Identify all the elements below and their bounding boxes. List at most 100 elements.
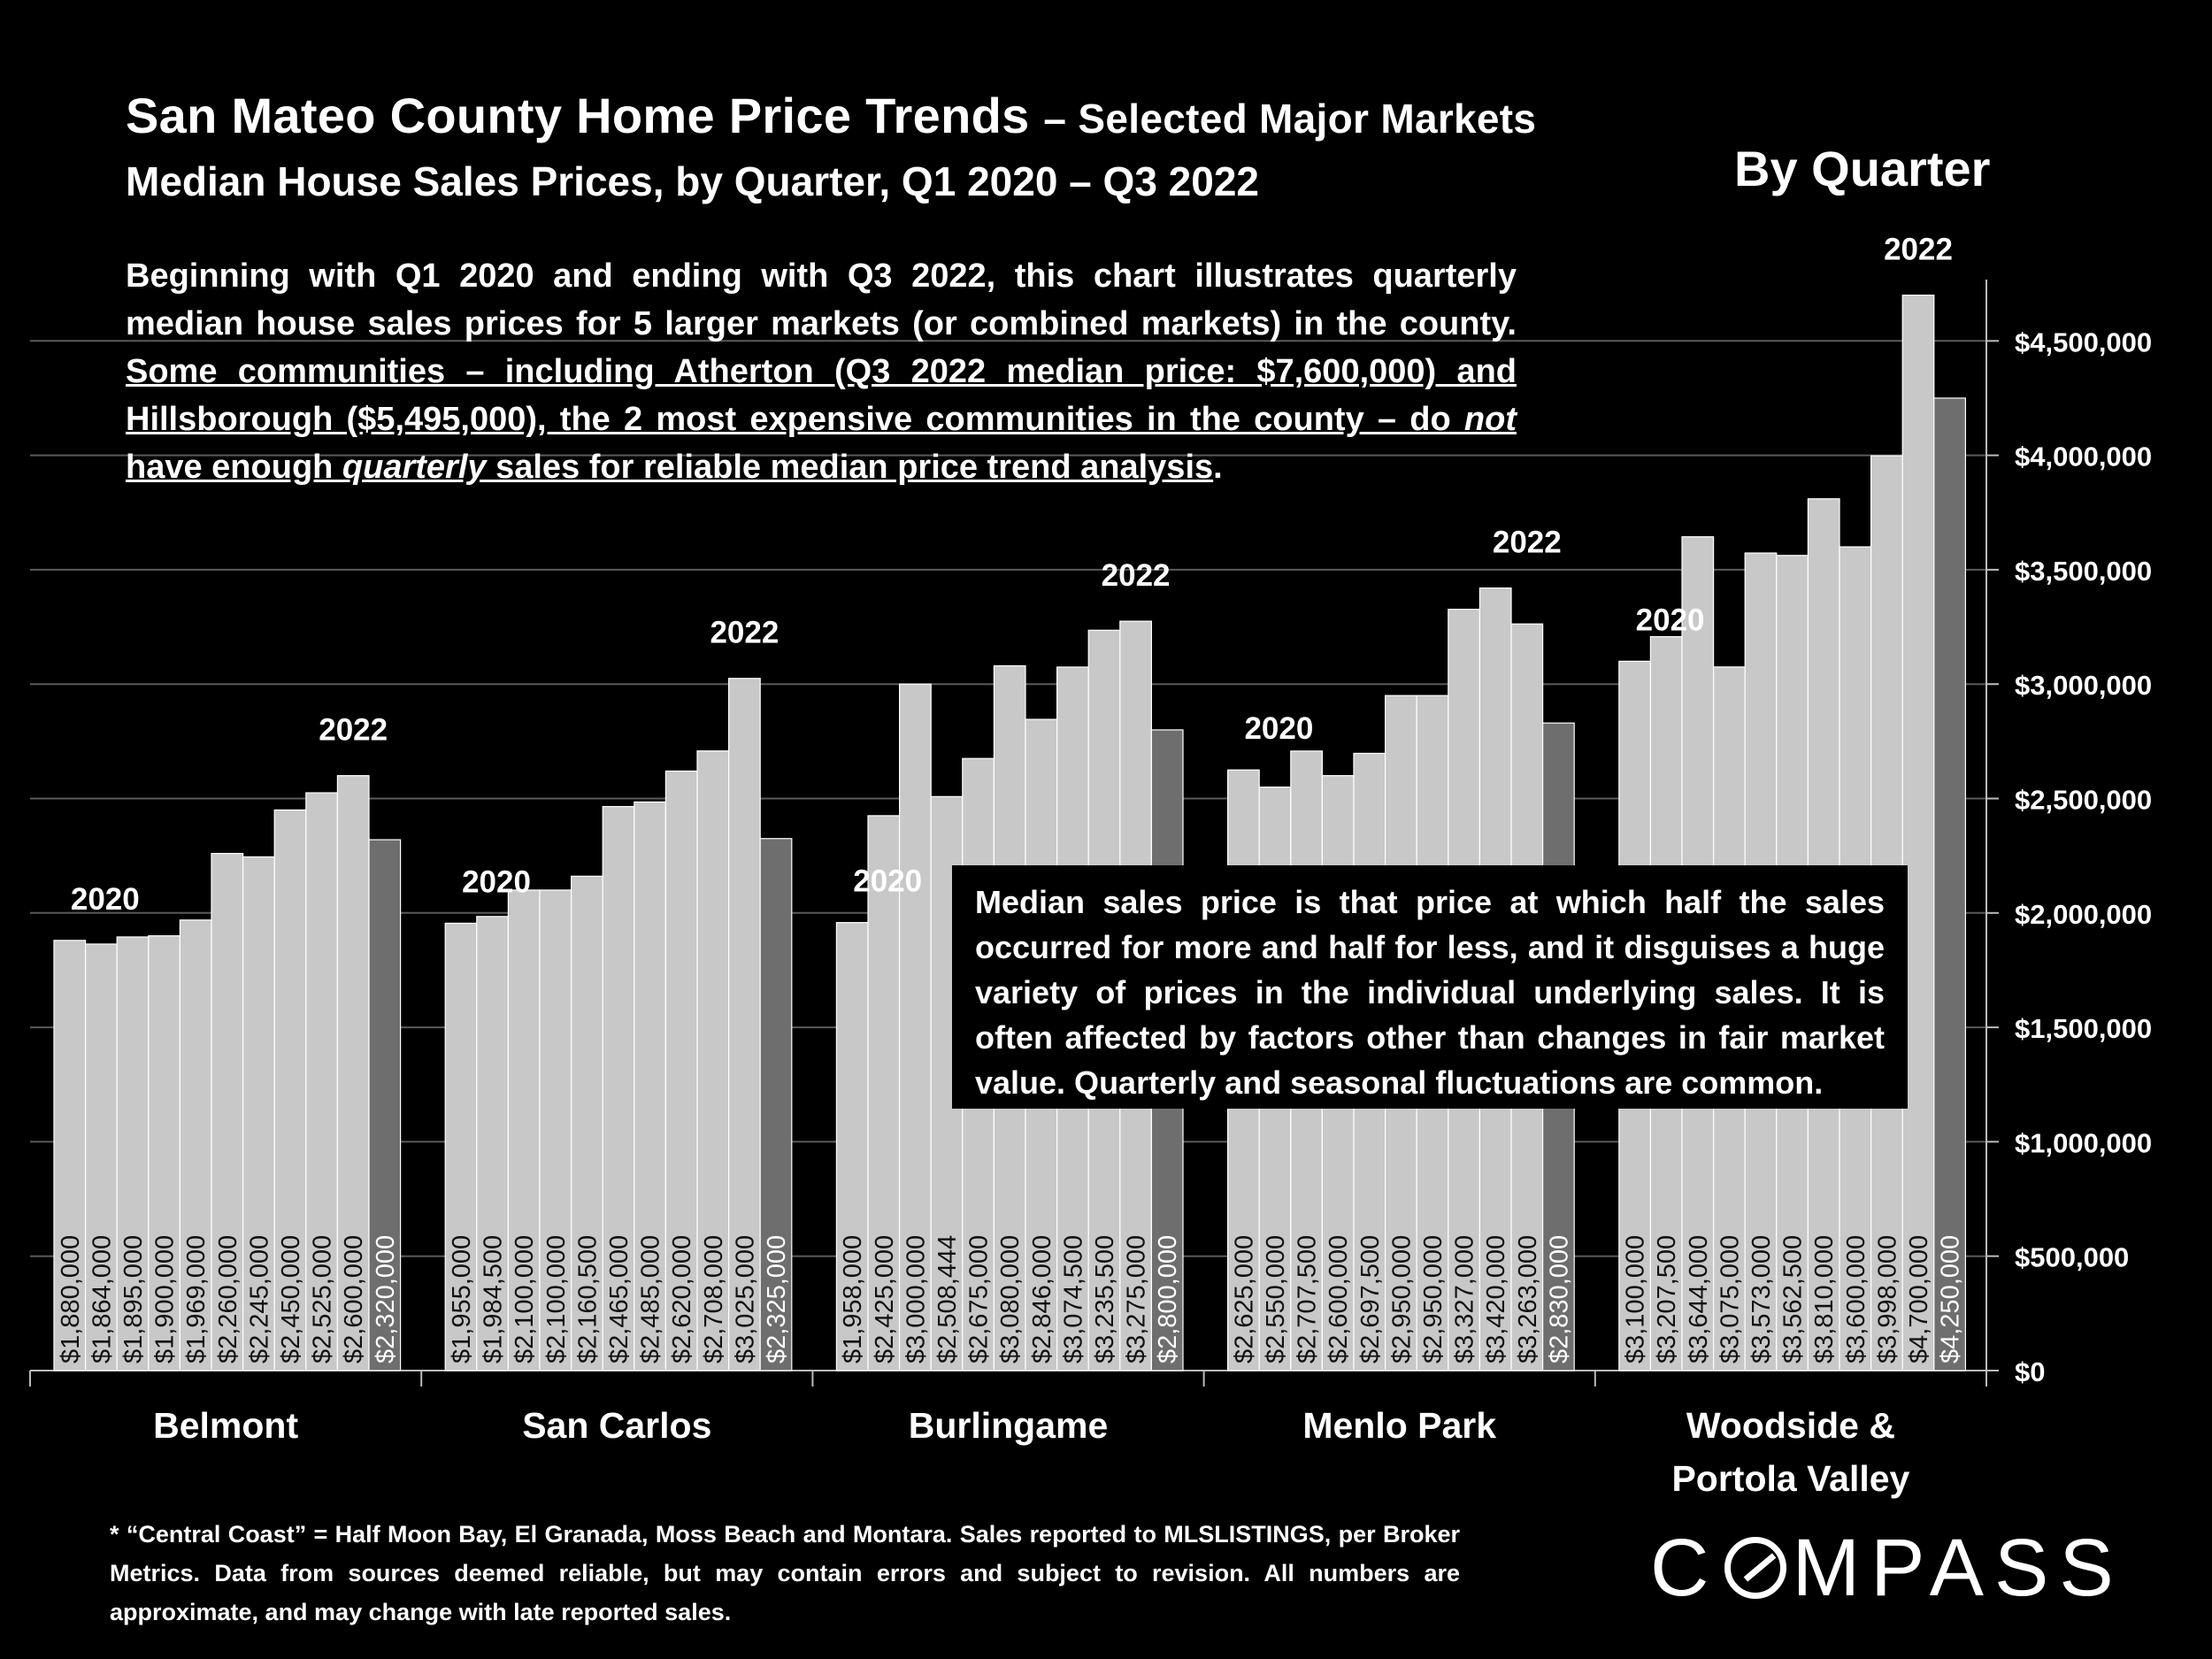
bar-value-label: $2,260,000 — [214, 1235, 242, 1363]
bar — [336, 775, 370, 1371]
bar — [507, 889, 541, 1371]
by-quarter-label: By Quarter — [1734, 141, 1991, 196]
y-tick-label: $0 — [2015, 1356, 2045, 1387]
bar-value-label: $3,420,000 — [1482, 1235, 1510, 1363]
bar-value-label: $3,263,000 — [1514, 1235, 1542, 1363]
bar-value-label: $2,600,000 — [340, 1235, 368, 1363]
bar-value-label: $1,895,000 — [119, 1235, 148, 1363]
bar-value-label: $2,600,000 — [1325, 1235, 1353, 1363]
bar — [696, 750, 730, 1371]
bar-value-label: $2,325,000 — [763, 1235, 791, 1363]
bar-value-label: $2,450,000 — [277, 1235, 305, 1363]
bar-value-label: $2,425,000 — [871, 1235, 899, 1363]
bar-value-label: $3,075,000 — [1716, 1235, 1744, 1363]
intro-part2: Some communities – including Atherton (Q… — [126, 353, 1517, 438]
bar-value-label: $2,625,000 — [1230, 1235, 1258, 1363]
y-tick-label: $3,000,000 — [2015, 670, 2152, 701]
bar-value-label: $4,250,000 — [1937, 1235, 1965, 1363]
bar-value-label: $2,485,000 — [637, 1235, 665, 1363]
bar-value-label: $1,880,000 — [57, 1235, 85, 1363]
bar-value-label: $3,000,000 — [902, 1235, 930, 1363]
bar — [368, 839, 402, 1371]
year-2020-label: 2020 — [71, 882, 140, 917]
bar-value-label: $2,100,000 — [511, 1235, 539, 1363]
bar — [273, 809, 307, 1371]
bar — [1933, 397, 1967, 1371]
bar-value-label: $2,550,000 — [1262, 1235, 1290, 1363]
bar — [242, 856, 275, 1371]
bar — [444, 922, 478, 1371]
bar-value-label: $2,800,000 — [1154, 1235, 1182, 1363]
compass-logo: C MPASS — [1650, 1522, 2124, 1615]
bar-value-label: $2,245,000 — [245, 1235, 273, 1363]
y-tick-label: $2,000,000 — [2015, 899, 2152, 930]
category-label: Woodside & — [1686, 1405, 1895, 1446]
category-label: Portola Valley — [1671, 1458, 1909, 1499]
bar-value-label: $3,074,500 — [1059, 1235, 1087, 1363]
y-tick-label: $4,000,000 — [2015, 442, 2152, 472]
bar — [305, 792, 338, 1371]
year-2020-label: 2020 — [853, 864, 922, 899]
compass-o-icon — [1724, 1537, 1787, 1599]
intro-not: not — [1463, 401, 1517, 438]
bar-value-label: $2,100,000 — [542, 1235, 571, 1363]
bar-value-label: $3,644,000 — [1685, 1235, 1713, 1363]
y-tick-label: $1,500,000 — [2015, 1013, 2152, 1044]
bar-value-label: $2,465,000 — [605, 1235, 634, 1363]
y-tick-label: $3,500,000 — [2015, 556, 2152, 587]
intro-text: Beginning with Q1 2020 and ending with Q… — [126, 252, 1517, 491]
bar — [835, 922, 869, 1371]
year-2022-label: 2022 — [1102, 558, 1171, 593]
bar-value-label: $3,573,000 — [1747, 1235, 1776, 1363]
bar-value-label: $3,080,000 — [996, 1235, 1025, 1363]
bar-value-label: $2,846,000 — [1028, 1235, 1056, 1363]
bar-value-label: $3,100,000 — [1622, 1235, 1650, 1363]
chart-title: San Mateo County Home Price Trends – Sel… — [126, 87, 1536, 144]
bar — [602, 805, 635, 1371]
bar-value-label: $2,320,000 — [372, 1235, 400, 1363]
year-2022-label: 2022 — [710, 616, 779, 650]
y-tick-label: $500,000 — [2015, 1242, 2129, 1273]
bar — [898, 683, 932, 1371]
bar-value-label: $4,700,000 — [1905, 1235, 1933, 1363]
bar-value-label: $3,600,000 — [1842, 1235, 1870, 1363]
bar — [539, 889, 572, 1371]
y-tick-label: $1,000,000 — [2015, 1127, 2152, 1158]
bar-value-label: $2,708,000 — [700, 1235, 728, 1363]
category-label: Burlingame — [909, 1405, 1109, 1446]
category-label: San Carlos — [522, 1405, 711, 1446]
bar-value-label: $1,864,000 — [88, 1235, 116, 1363]
bar-value-label: $3,235,500 — [1091, 1235, 1119, 1363]
intro-part3: have enough — [126, 449, 342, 486]
year-2020-label: 2020 — [1636, 603, 1705, 637]
category-label: Belmont — [153, 1405, 298, 1446]
bar-value-label: $3,327,000 — [1451, 1235, 1479, 1363]
bar-value-label: $1,955,000 — [448, 1235, 476, 1363]
bar-value-label: $3,275,000 — [1123, 1235, 1151, 1363]
bar — [634, 801, 666, 1371]
median-note: Median sales price is that price at whic… — [952, 865, 1908, 1109]
bar-value-label: $3,998,000 — [1873, 1235, 1901, 1363]
bar — [867, 815, 901, 1371]
bar-value-label: $2,950,000 — [1419, 1235, 1448, 1363]
bar-value-label: $2,508,444 — [933, 1235, 962, 1363]
year-2022-label: 2022 — [1493, 526, 1562, 560]
title-suffix: – Selected Major Markets — [1043, 96, 1537, 142]
bar-value-label: $2,707,500 — [1294, 1235, 1322, 1363]
year-2020-label: 2020 — [462, 864, 531, 899]
y-tick-label: $2,500,000 — [2015, 785, 2152, 816]
bar — [116, 936, 150, 1371]
logo-part1: C — [1650, 1523, 1720, 1613]
year-2020-label: 2020 — [1244, 711, 1313, 746]
footnote: * “Central Coast” = Half Moon Bay, El Gr… — [110, 1521, 1460, 1625]
bar-value-label: $2,950,000 — [1387, 1235, 1416, 1363]
logo-part2: MPASS — [1792, 1523, 2124, 1613]
title-main: San Mateo County Home Price Trends — [126, 88, 1030, 143]
bar — [664, 770, 698, 1371]
intro-part4: sales for reliable median price trend an… — [486, 449, 1214, 486]
bar-value-label: $1,958,000 — [839, 1235, 867, 1363]
bar-value-label: $2,620,000 — [668, 1235, 696, 1363]
year-2022-label: 2022 — [1884, 233, 1953, 267]
bar — [1901, 294, 1935, 1371]
